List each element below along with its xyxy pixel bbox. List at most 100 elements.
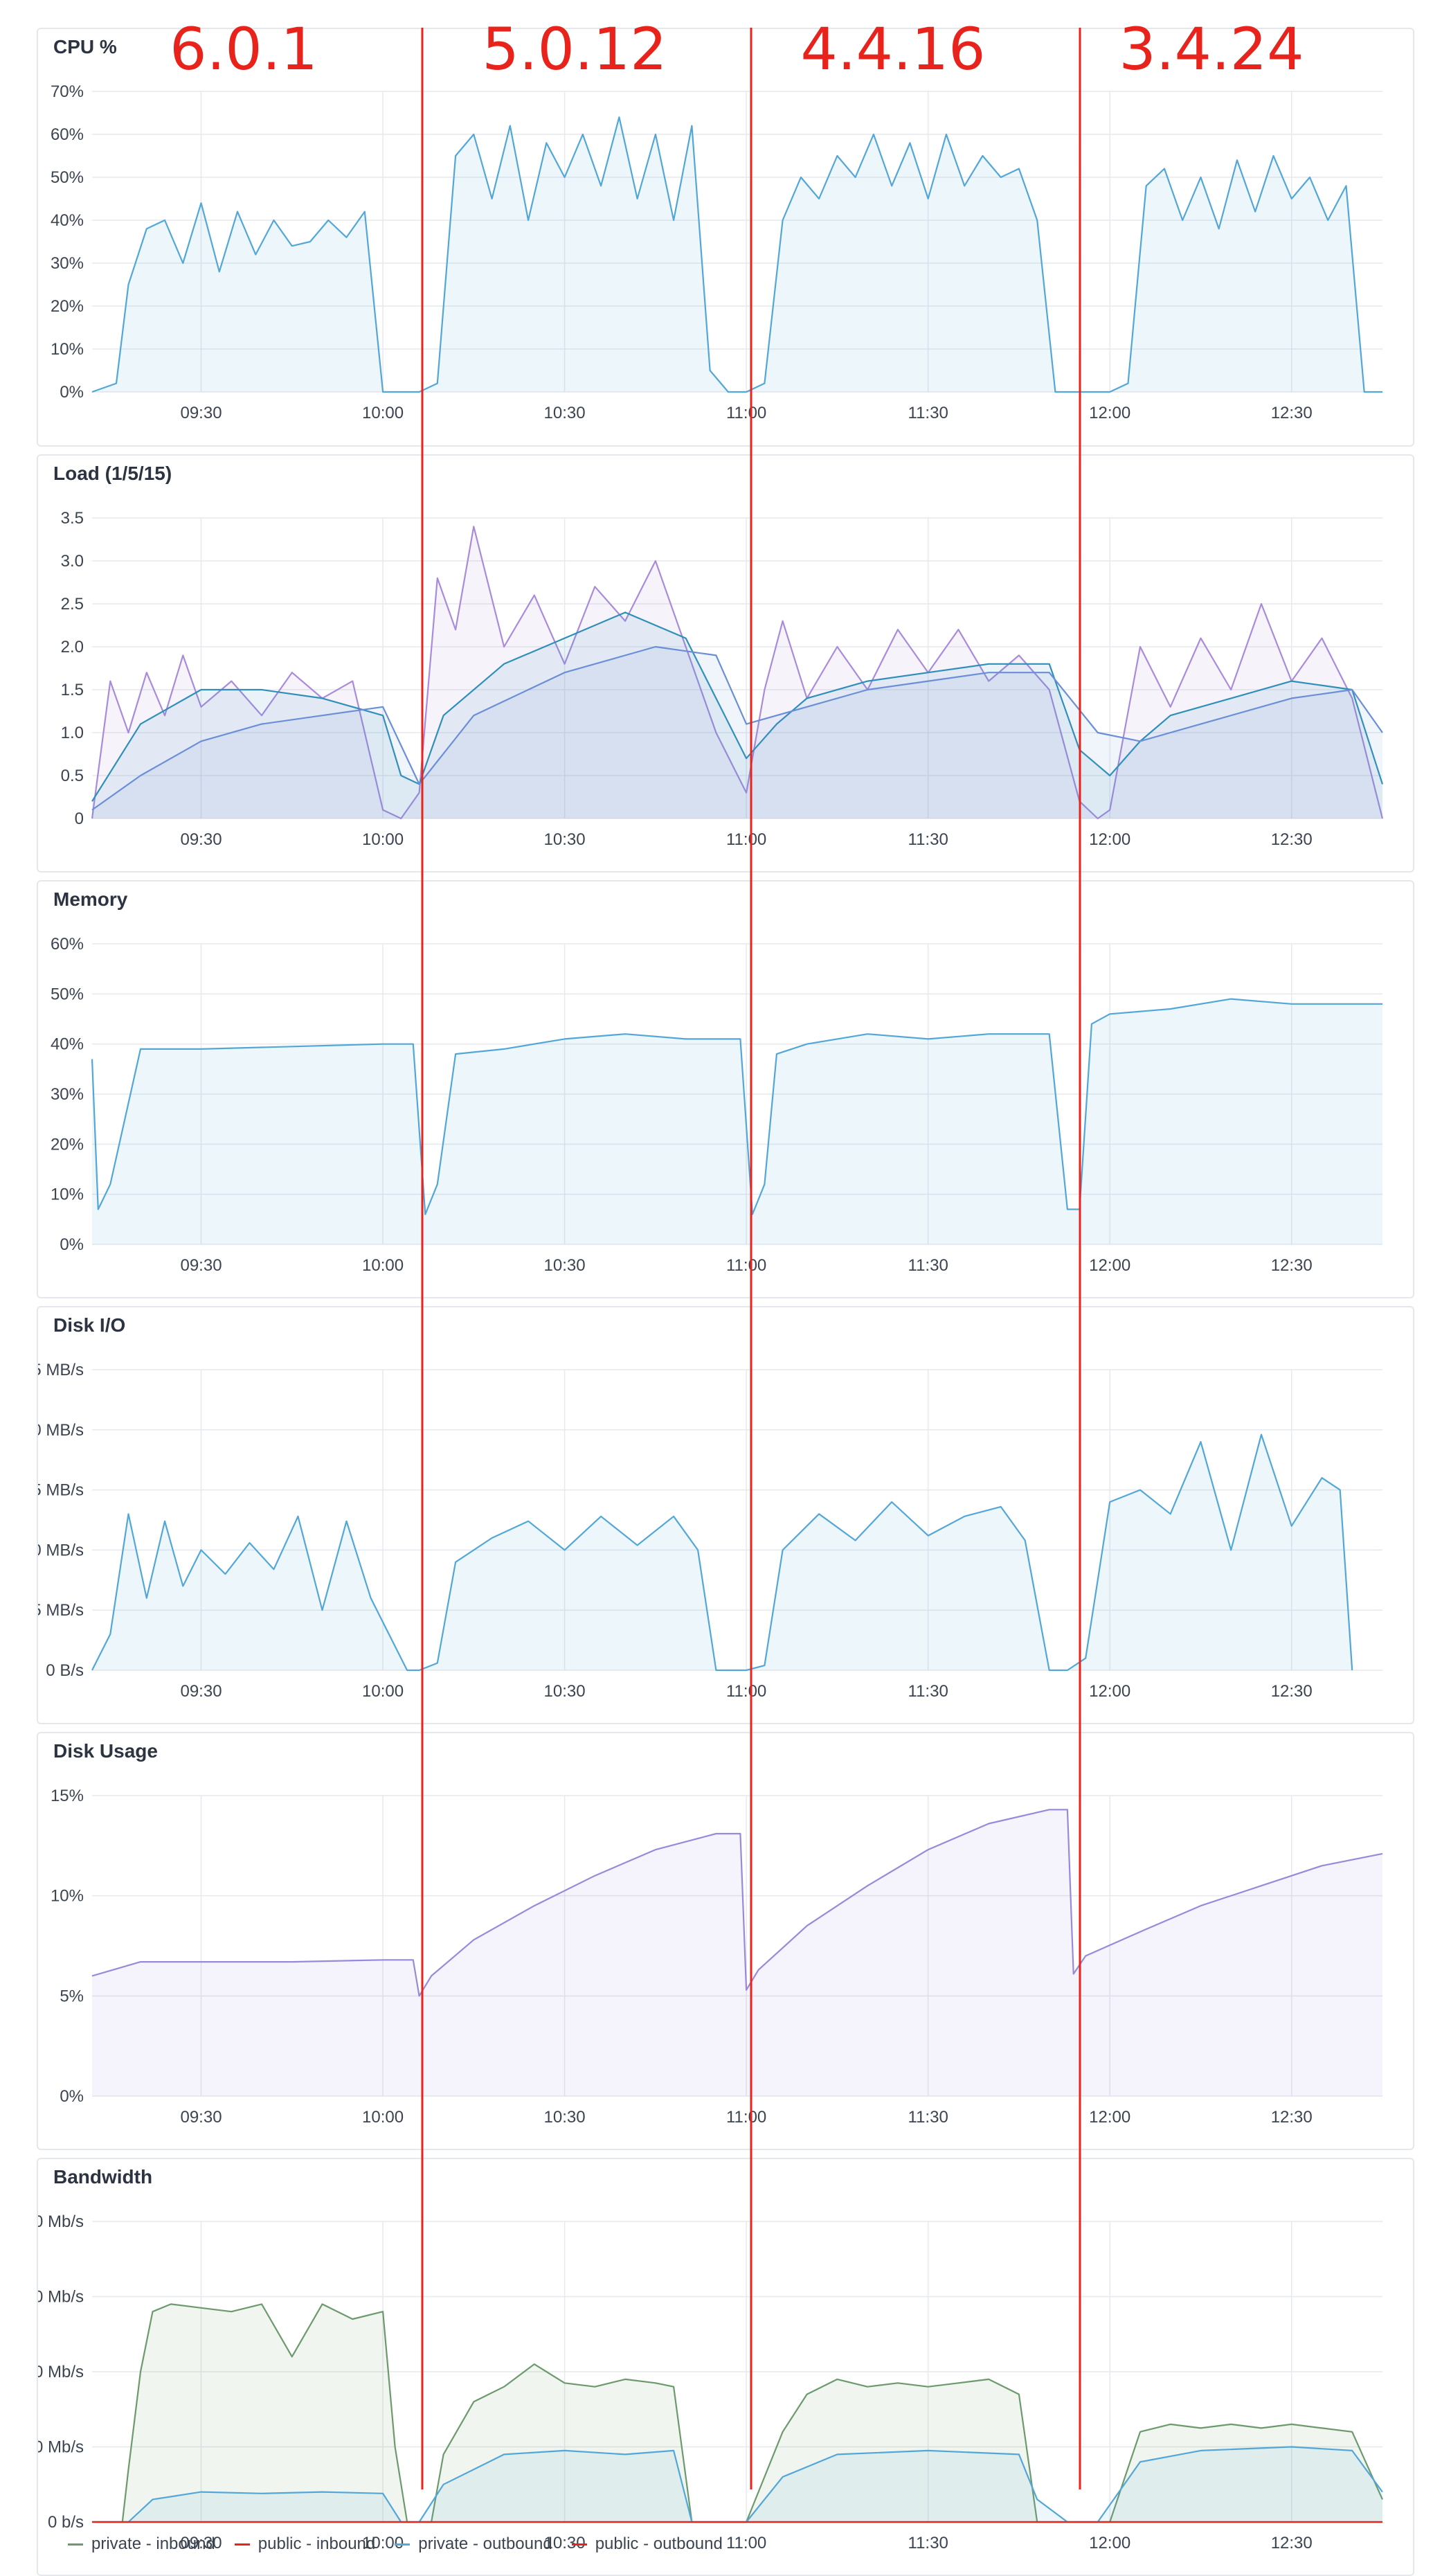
series-line (91, 645, 1383, 811)
x-tick-label: 10:30 (544, 1682, 586, 1701)
series-line (91, 526, 1384, 820)
y-tick-label: 0% (60, 1235, 84, 1254)
x-tick-label: 09:30 (180, 404, 222, 422)
panel-bandwidth: Bandwidth 0 b/s 100 Mb/s 200 Mb/s 300 Mb/s 4… (37, 2158, 1414, 2576)
legend-label: public - inbound (258, 2534, 376, 2553)
legend: private - inbound public - inbound private… (68, 2534, 723, 2554)
y-tick-label: 5.0 MB/s (38, 1541, 84, 1559)
x-tick-label: 11:00 (726, 2534, 766, 2552)
series-line (91, 1433, 1353, 1672)
panel-title: Disk Usage (53, 1740, 158, 1762)
y-tick-label: 1.5 (61, 681, 84, 699)
x-tick-label: 11:00 (726, 1256, 766, 1275)
x-tick-label: 09:30 (180, 830, 222, 849)
y-tick-label: 0% (60, 2087, 84, 2106)
y-tick-label: 12.5 MB/s (38, 1361, 84, 1379)
legend-label: private - outbound (418, 2534, 552, 2553)
panel-title: CPU % (53, 36, 117, 57)
y-tick-label: 10% (51, 1887, 84, 1906)
chart-disk-io: 0 B/s 2.5 MB/s 5.0 MB/s 7.5 MB/s 10.0 MB/s 12… (38, 1361, 1382, 1701)
legend-swatch (68, 2543, 83, 2546)
y-tick-label: 200 Mb/s (38, 2363, 84, 2381)
series-line (92, 2303, 1384, 2523)
series-line (91, 116, 1382, 393)
legend-item: private - outbound (395, 2534, 552, 2554)
x-tick-label: 12:30 (1271, 1682, 1313, 1701)
x-tick-label: 09:30 (180, 2534, 222, 2552)
x-tick-label: 12:00 (1089, 1256, 1130, 1275)
x-tick-label: 11:30 (908, 2534, 948, 2552)
series-area (92, 117, 1382, 392)
x-tick-label: 11:00 (726, 2108, 766, 2127)
series-line (91, 1809, 1383, 1997)
x-tick-label: 12:00 (1089, 2534, 1130, 2552)
panel-title: Load (1/5/15) (53, 463, 172, 484)
x-tick-label: 11:00 (726, 404, 766, 422)
x-tick-label: 12:00 (1089, 2108, 1130, 2127)
y-tick-label: 5% (60, 1987, 84, 2005)
x-tick-label: 10:30 (544, 2108, 586, 2127)
series-line (91, 611, 1384, 802)
y-tick-label: 10.0 MB/s (38, 1421, 84, 1440)
x-tick-label: 10:00 (362, 1256, 404, 1275)
y-tick-label: 3.5 (61, 509, 84, 528)
legend-label: public - outbound (595, 2534, 723, 2553)
y-tick-label: 0% (60, 383, 84, 402)
x-tick-label: 12:00 (1089, 1682, 1130, 1701)
x-tick-label: 10:00 (362, 404, 404, 422)
x-tick-label: 12:30 (1271, 404, 1313, 422)
y-tick-label: 2.5 MB/s (38, 1601, 84, 1620)
x-tick-label: 11:30 (908, 2108, 948, 2127)
chart-memory: 0% 10% 20% 30% 40% 50% 60% 09:30 10:00 10:30 11:00… (51, 935, 1382, 1275)
y-tick-label: 300 Mb/s (38, 2288, 84, 2307)
legend-swatch (395, 2543, 411, 2546)
y-tick-label: 50% (51, 985, 84, 1003)
y-tick-label: 100 Mb/s (38, 2438, 84, 2457)
y-tick-label: 1.0 (61, 724, 84, 742)
series-area (92, 1434, 1353, 1670)
y-tick-label: 30% (51, 1085, 84, 1104)
panel-load: Load (1/5/15) 0 0.5 1.0 1.5 2.0 2.5 3.0 3.5 09:3… (37, 454, 1414, 873)
x-tick-label: 12:30 (1271, 830, 1313, 849)
y-tick-label: 10% (51, 1186, 84, 1204)
panel-title: Bandwidth (53, 2166, 153, 2188)
version-label: 4.4.16 (800, 15, 985, 83)
x-tick-label: 11:30 (908, 1256, 948, 1275)
y-tick-label: 50% (51, 168, 84, 187)
series-line (91, 998, 1382, 1215)
y-tick-label: 15% (51, 1787, 84, 1805)
panel-title: Disk I/O (53, 1314, 126, 1336)
chart-bandwidth: 0 b/s 100 Mb/s 200 Mb/s 300 Mb/s 400 Mb/s 09:… (38, 2212, 1384, 2552)
x-tick-label: 11:30 (908, 1682, 948, 1701)
x-tick-label: 11:30 (908, 404, 948, 422)
version-label: 6.0.1 (170, 15, 318, 83)
y-tick-label: 10% (51, 340, 84, 359)
y-tick-label: 20% (51, 297, 84, 316)
x-tick-label: 10:30 (544, 404, 586, 422)
legend-swatch (571, 2543, 587, 2546)
x-tick-label: 10:00 (362, 2108, 404, 2127)
panel-memory: Memory 0% 10% 20% 30% 40% 50% 60% 09:30 10:00 10:… (37, 880, 1414, 1298)
y-tick-label: 2.0 (61, 638, 84, 656)
y-tick-label: 30% (51, 254, 84, 273)
legend-item: private - inbound (68, 2534, 215, 2554)
x-tick-label: 10:00 (362, 830, 404, 849)
y-tick-label: 0.5 (61, 767, 84, 785)
chart-cpu: 0% 10% 20% 30% 40% 50% 60% 70% 09:30 10:00 10:30 11… (51, 82, 1382, 422)
x-tick-label: 09:30 (180, 1682, 222, 1701)
y-tick-label: 70% (51, 82, 84, 101)
version-label: 3.4.24 (1119, 15, 1304, 83)
y-tick-label: 3.0 (61, 552, 84, 571)
x-tick-label: 11:30 (908, 830, 948, 849)
x-tick-label: 11:00 (726, 1682, 766, 1701)
y-tick-label: 2.5 (61, 595, 84, 614)
legend-label: private - inbound (91, 2534, 215, 2553)
y-tick-label: 7.5 MB/s (38, 1481, 84, 1500)
x-tick-label: 12:30 (1271, 2534, 1313, 2552)
y-tick-label: 60% (51, 935, 84, 954)
version-label: 5.0.12 (482, 15, 667, 83)
x-tick-label: 12:00 (1089, 830, 1130, 849)
y-tick-label: 40% (51, 211, 84, 230)
x-tick-label: 10:00 (362, 1682, 404, 1701)
